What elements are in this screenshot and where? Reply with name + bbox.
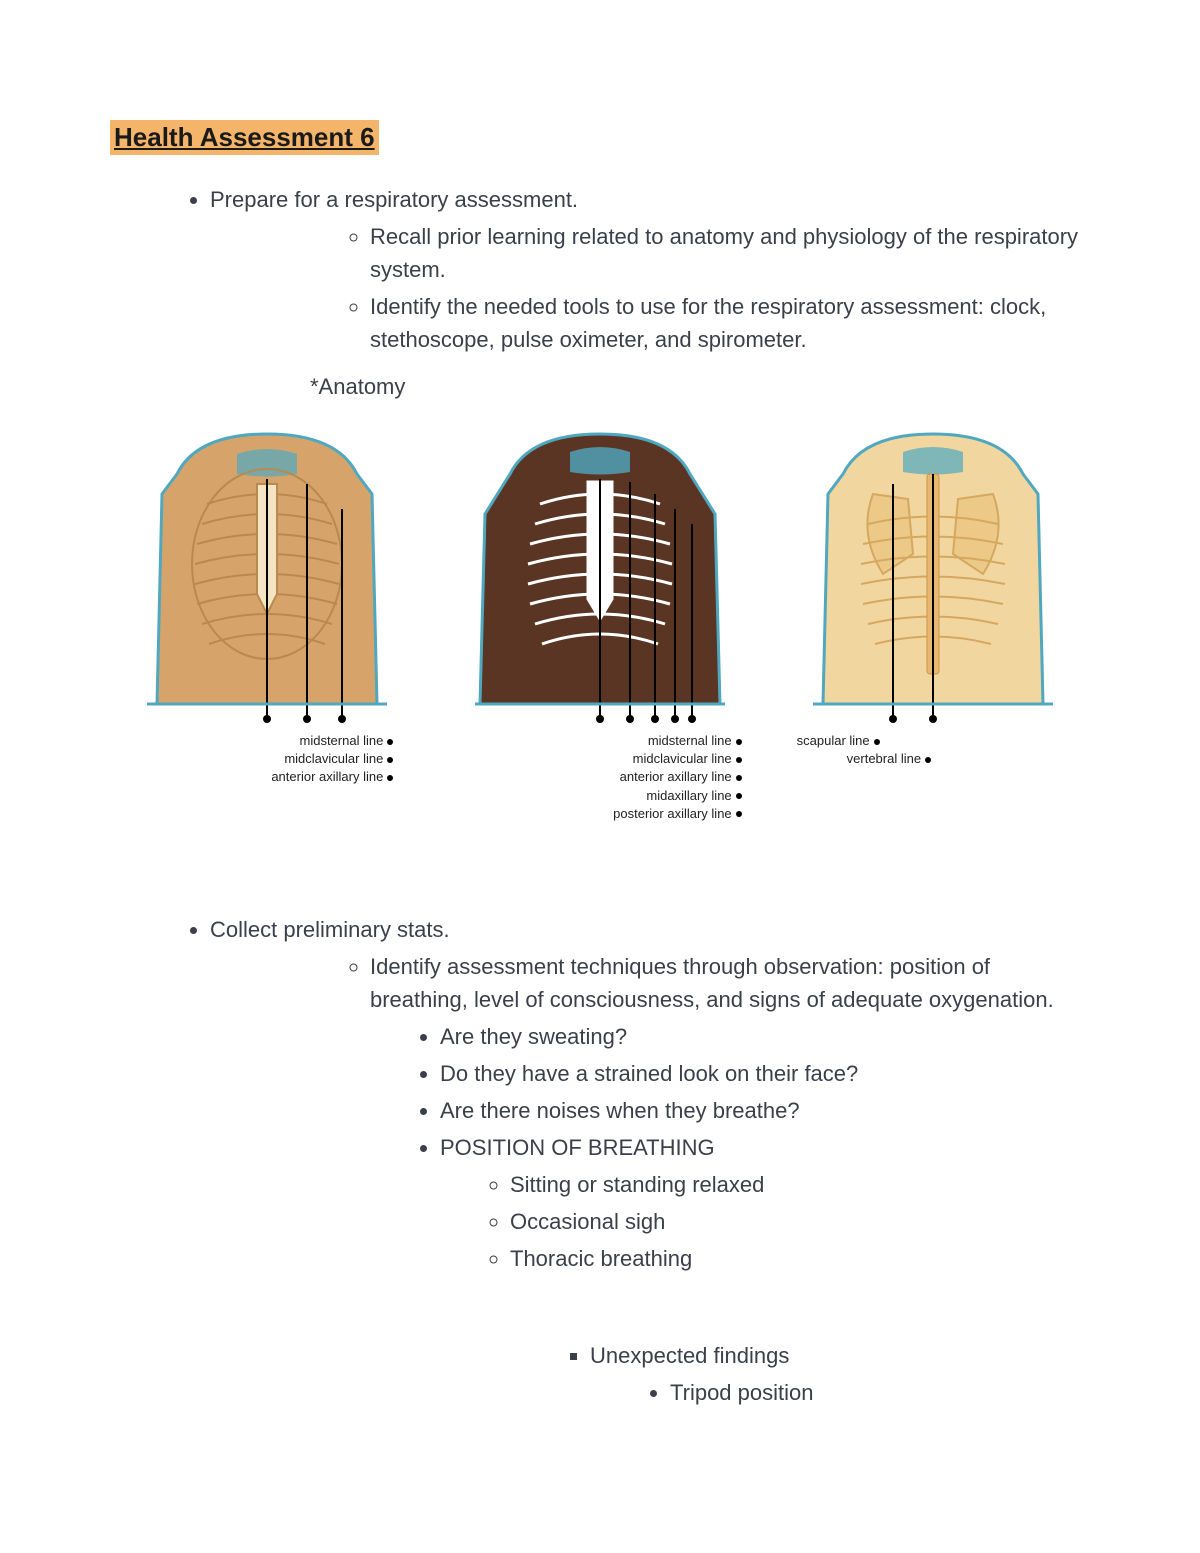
observation-list: Are they sweating? Do they have a strain…: [110, 1020, 1090, 1164]
main-list-2: Collect preliminary stats.: [110, 913, 1090, 946]
page-title: Health Assessment 6: [110, 120, 379, 155]
figure-posterior: scapular line vertebral line: [777, 424, 1090, 823]
fig1-label-3: anterior axillary line: [271, 769, 383, 784]
bullet-tripod: Tripod position: [670, 1376, 1090, 1409]
bullet-prepare-sub1: Recall prior learning related to anatomy…: [370, 220, 1090, 286]
figure-lateral: midsternal line midclavicular line anter…: [443, 424, 756, 823]
fig2-label-1: midsternal line: [648, 733, 732, 748]
bullet-q2: Do they have a strained look on their fa…: [440, 1057, 1090, 1090]
unexpected-sublist: Tripod position: [110, 1376, 1090, 1409]
torso-svg-1: [137, 424, 397, 724]
torso-svg-2: [470, 424, 730, 724]
bullet-pos-heading: POSITION OF BREATHING: [440, 1131, 1090, 1164]
dot-icon: [874, 739, 880, 745]
fig2-captions: midsternal line midclavicular line anter…: [428, 732, 771, 823]
bullet-prepare: Prepare for a respiratory assessment.: [210, 183, 1090, 216]
dot-icon: [387, 757, 393, 763]
bullet-pos2: Occasional sigh: [510, 1205, 1090, 1238]
figure-anterior-1: midsternal line midclavicular line anter…: [110, 424, 423, 823]
fig3-captions: scapular line vertebral line: [757, 732, 1110, 768]
dot-icon: [736, 793, 742, 799]
bullet-pos1: Sitting or standing relaxed: [510, 1168, 1090, 1201]
fig3-label-1: scapular line: [797, 733, 870, 748]
bullet-collect-sub1: Identify assessment techniques through o…: [370, 950, 1090, 1016]
bullet-collect: Collect preliminary stats.: [210, 913, 1090, 946]
dot-icon: [736, 757, 742, 763]
fig1-label-2: midclavicular line: [284, 751, 383, 766]
torso-svg-3: [803, 424, 1063, 724]
dot-icon: [925, 757, 931, 763]
fig2-label-3: anterior axillary line: [620, 769, 732, 784]
fig2-label-4: midaxillary line: [646, 788, 731, 803]
dot-icon: [736, 739, 742, 745]
fig2-label-2: midclavicular line: [633, 751, 732, 766]
fig1-label-1: midsternal line: [300, 733, 384, 748]
fig1-captions: midsternal line midclavicular line anter…: [80, 732, 453, 787]
position-list: Sitting or standing relaxed Occasional s…: [110, 1168, 1090, 1275]
dot-icon: [736, 775, 742, 781]
dot-icon: [387, 739, 393, 745]
bullet-prepare-sub2: Identify the needed tools to use for the…: [370, 290, 1090, 356]
prepare-sublist: Recall prior learning related to anatomy…: [110, 220, 1090, 356]
collect-sublist: Identify assessment techniques through o…: [110, 950, 1090, 1016]
main-list: Prepare for a respiratory assessment.: [110, 183, 1090, 216]
anatomy-figures: midsternal line midclavicular line anter…: [110, 424, 1090, 823]
spacer: [110, 1279, 1090, 1339]
unexpected-list: Unexpected findings: [110, 1339, 1090, 1372]
dot-icon: [387, 775, 393, 781]
bullet-unexpected: Unexpected findings: [590, 1339, 1090, 1372]
fig3-label-2: vertebral line: [847, 751, 921, 766]
bullet-q1: Are they sweating?: [440, 1020, 1090, 1053]
dot-icon: [736, 811, 742, 817]
anatomy-note: *Anatomy: [310, 374, 1090, 400]
fig2-label-5: posterior axillary line: [613, 806, 732, 821]
bullet-pos3: Thoracic breathing: [510, 1242, 1090, 1275]
document-page: Health Assessment 6 Prepare for a respir…: [0, 0, 1200, 1473]
bullet-q3: Are there noises when they breathe?: [440, 1094, 1090, 1127]
